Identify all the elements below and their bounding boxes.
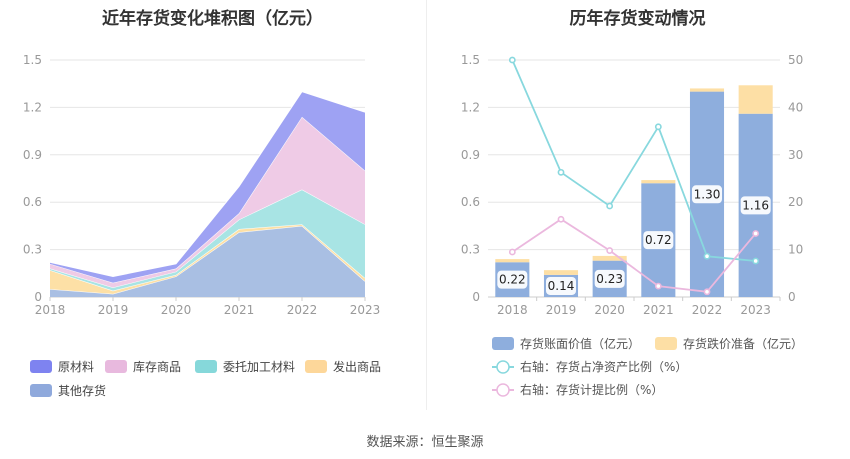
legend-label: 库存商品: [133, 359, 181, 374]
area-series-库存商品: [50, 116, 365, 288]
line-右轴：存货占净资产比例（%）: [511, 59, 756, 262]
y-tick-label: 0.6: [23, 195, 42, 209]
y2-tick-label: 20: [788, 195, 803, 209]
y-tick-label: 1.2: [23, 100, 42, 114]
x-tick-label: 2023: [350, 303, 381, 317]
legend-swatch: [655, 337, 677, 350]
y-tick-label: 1.2: [461, 100, 480, 114]
legend-label: 发出商品: [333, 359, 381, 374]
legend-swatch-库存商品: [105, 360, 127, 373]
line-point: [557, 168, 565, 176]
line-point: [508, 248, 516, 256]
line-point: [508, 56, 516, 64]
y-tick-label: 1.5: [461, 53, 480, 67]
line-point: [752, 230, 760, 237]
line-point: [654, 282, 662, 290]
y-tick-label: 0: [34, 290, 42, 304]
x-tick-label: 2018: [497, 303, 528, 317]
legend-label: 右轴：存货计提比例（%）: [520, 382, 663, 397]
data-label: 1.30: [694, 187, 721, 201]
area-edge-原材料: [49, 91, 366, 277]
area-series-委托加工材料: [50, 189, 365, 291]
legend-marker: [496, 383, 510, 397]
x-tick-label: 2019: [546, 303, 577, 317]
y-tick-label: 0.9: [23, 148, 42, 162]
data-label: 0.22: [499, 273, 526, 287]
x-tick-label: 2022: [287, 303, 318, 317]
x-tick-label: 2023: [740, 303, 771, 317]
data-label: 1.16: [742, 198, 769, 212]
y2-tick-label: 50: [788, 53, 803, 67]
y2-tick-label: 10: [788, 243, 803, 257]
data-label-bg: [546, 276, 576, 295]
data-label-bg: [497, 270, 528, 289]
bar-存货跌价准备（亿元）: [543, 270, 579, 275]
data-label-bg: [643, 231, 674, 250]
y-tick-label: 0.9: [461, 148, 480, 162]
x-tick-label: 2021: [224, 303, 255, 317]
legend-swatch: [492, 337, 514, 350]
legend-swatch-委托加工材料: [195, 360, 217, 373]
area-series-原材料: [50, 91, 365, 283]
y-tick-label: 1.5: [23, 53, 42, 67]
legend-swatch-发出商品: [305, 360, 327, 373]
panel-divider: [426, 0, 427, 410]
data-label-bg: [740, 196, 771, 215]
x-tick-label: 2019: [98, 303, 129, 317]
line-point: [752, 257, 760, 265]
line-point: [606, 247, 614, 254]
bar-存货跌价准备（亿元）: [641, 180, 676, 184]
data-label-bg: [594, 269, 625, 288]
x-tick-label: 2020: [594, 303, 625, 317]
area-series-其他存货: [50, 225, 365, 297]
y2-tick-label: 40: [788, 100, 803, 114]
legend-label: 存货跌价准备（亿元）: [683, 336, 803, 351]
x-tick-label: 2021: [643, 303, 674, 317]
stacked-area-chart: 0 0.3 0.6 0.9 1.2 1.5 2018 2019 2020 2021 2022 2023…: [23, 53, 381, 398]
legend-label: 存货账面价值（亿元）: [520, 336, 640, 351]
y2-tick-label: 0: [788, 290, 796, 304]
x-tick-label: 2020: [161, 303, 192, 317]
data-label: 0.14: [548, 279, 575, 293]
legend-label: 委托加工材料: [223, 360, 295, 374]
y-tick-label: 0: [472, 290, 480, 304]
y-tick-label: 0.3: [461, 243, 480, 257]
line-point: [606, 202, 614, 210]
data-source-footer: 数据来源：恒生聚源: [366, 435, 484, 450]
data-label: 0.23: [596, 272, 623, 286]
bar-存货跌价准备（亿元）: [592, 255, 627, 261]
bar-存货跌价准备（亿元）: [738, 85, 773, 114]
legend-label: 其他存货: [58, 383, 106, 398]
y-tick-label: 0.6: [461, 195, 480, 209]
left-chart-title: 近年存货变化堆积图（亿元）: [102, 9, 323, 29]
y2-tick-label: 30: [788, 148, 803, 162]
data-label: 0.72: [645, 233, 672, 247]
line-point: [557, 215, 565, 223]
area-series-发出商品: [50, 224, 365, 294]
line-point: [654, 123, 662, 131]
legend-swatch-原材料: [30, 360, 52, 373]
y-tick-label: 0.3: [23, 243, 42, 257]
legend-label: 原材料: [58, 360, 94, 374]
line-point: [703, 288, 711, 296]
bar-存货跌价准备（亿元）: [495, 259, 530, 263]
data-label-bg: [692, 185, 722, 204]
legend-swatch-其他存货: [30, 384, 52, 397]
right-chart-title: 历年存货变动情况: [569, 9, 706, 29]
legend-marker: [496, 360, 510, 374]
x-tick-label: 2018: [35, 303, 66, 317]
x-tick-label: 2022: [692, 303, 723, 317]
line-右轴：存货计提比例（%）: [511, 218, 757, 293]
bar-line-chart: 0 0.3 0.6 0.9 1.2 1.5 0 10 20 30 40 50 2018 2019 2020 2…: [461, 53, 803, 397]
bar-存货跌价准备（亿元）: [689, 88, 725, 92]
line-point: [703, 252, 711, 260]
legend-label: 右轴：存货占净资产比例（%）: [520, 359, 687, 374]
